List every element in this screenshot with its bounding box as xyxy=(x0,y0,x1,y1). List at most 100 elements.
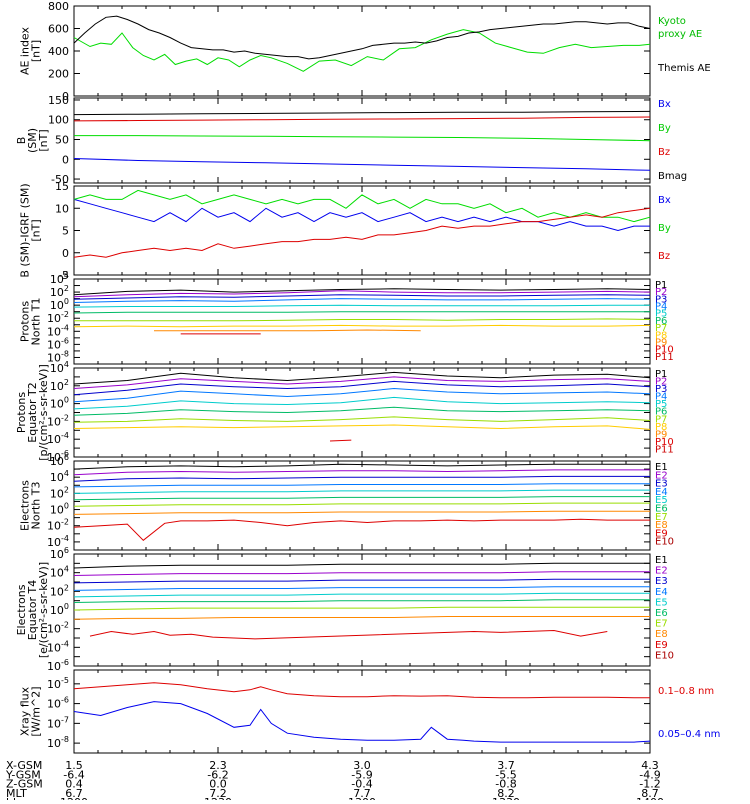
legend-xray-short: 0.05–0.4 nm xyxy=(658,729,720,740)
y-tick-label: 102 xyxy=(50,583,69,598)
series-p6-line xyxy=(73,311,650,314)
legend-p1: P1 xyxy=(655,280,667,291)
series-p5-line xyxy=(73,396,651,410)
y-axis-label: Protons xyxy=(15,392,28,433)
legend-p5: P5 xyxy=(655,309,667,320)
ephemeris-value: -6.4 xyxy=(63,768,84,781)
series-e5-line xyxy=(73,592,650,598)
legend-e7: E7 xyxy=(655,619,668,630)
legend-e1: E1 xyxy=(655,555,668,566)
ephemeris-value: -4.9 xyxy=(639,768,660,781)
y-axis-label: B (SM)-IGRF (SM) xyxy=(19,183,32,277)
legend-p4: P4 xyxy=(655,392,667,403)
legend-p2: P2 xyxy=(655,287,667,298)
legend-themis-ae: Themis AE xyxy=(657,63,711,74)
legend-p6: P6 xyxy=(655,316,667,327)
legend-proxy-ae: proxy AE xyxy=(658,29,702,40)
legend-e3: E3 xyxy=(655,576,668,587)
legend-e5: E5 xyxy=(655,495,668,506)
legend-e4: E4 xyxy=(655,587,668,598)
legend-e10: E10 xyxy=(655,537,674,548)
y-axis-label: AE index xyxy=(19,26,32,75)
ephemeris-label: MLT xyxy=(6,787,27,800)
y-tick-label: 10-6 xyxy=(47,658,69,673)
y-axis-label: Equator T4 xyxy=(26,580,39,640)
series-e4-line xyxy=(73,586,650,591)
y-tick-label: 106 xyxy=(50,546,69,561)
ephemeris-value: 0.4 xyxy=(65,778,83,791)
panel-8: 10-8 10-7 10-6 10-5 Xray flux[W/m^2] 0.1–0.8 … xyxy=(19,669,720,754)
legend-bx: Bx xyxy=(658,99,671,110)
y-tick-label: 800 xyxy=(48,0,69,13)
y-axis-label: (SM) xyxy=(26,128,39,153)
series-p7-line xyxy=(74,318,651,322)
series-p2-line xyxy=(73,376,651,389)
series-p8-line xyxy=(73,324,651,328)
legend-p5: P5 xyxy=(655,399,667,410)
legend-by: By xyxy=(658,123,671,134)
y-tick-label: 10-2 xyxy=(47,621,69,636)
panel-2: -50 0 50 100 150 B(SM)[nT] Bx By Bz Bmag xyxy=(15,94,687,186)
y-tick-label: 600 xyxy=(48,23,69,36)
series-e6-line xyxy=(73,496,650,501)
y-axis-label: [p/(cm²-s-sr-keV)] xyxy=(37,364,50,461)
y-tick-label: 10-4 xyxy=(47,639,69,654)
panel-7: 10-6 10-4 10-2 100 102 104 106 ElectronsEquator… xyxy=(15,546,674,673)
ephemeris-value: -6.2 xyxy=(207,768,228,781)
y-axis-label: North T3 xyxy=(30,482,43,530)
legend-e2: E2 xyxy=(655,470,668,481)
series-e3-line xyxy=(73,475,650,482)
y-tick-label: 104 xyxy=(50,360,69,375)
ephemeris-label: Z-GSM xyxy=(6,778,43,791)
series-e2-line xyxy=(73,571,650,576)
legend-e6: E6 xyxy=(655,504,668,515)
y-tick-label: 15 xyxy=(55,180,69,193)
y-axis-label: [e/(cm²-s-sr-keV)] xyxy=(37,562,50,658)
legend-bx: Bx xyxy=(658,195,671,206)
ephemeris-value: 0.0 xyxy=(209,778,227,791)
legend-e6: E6 xyxy=(655,608,668,619)
y-axis-label: Xray flux xyxy=(19,686,32,736)
ephemeris-value: -5.5 xyxy=(495,768,516,781)
series-e1-line xyxy=(73,463,650,470)
legend-p11: P11 xyxy=(655,444,674,455)
series-p1-line xyxy=(73,288,651,296)
y-tick-label: 100 xyxy=(48,114,69,127)
y-axis-label: [W/m^2] xyxy=(30,686,43,736)
series-bz-line xyxy=(73,116,651,122)
series-by-line xyxy=(74,135,651,142)
series-p4-line xyxy=(73,298,651,303)
ephemeris-value: 1300 xyxy=(348,796,376,800)
legend-bz: Bz xyxy=(658,251,670,262)
y-tick-label: 104 xyxy=(50,469,69,484)
y-tick-label: 10-6 xyxy=(47,696,69,711)
y-axis-label: Protons xyxy=(19,301,32,342)
y-axis-label: Equator T2 xyxy=(26,382,39,442)
series-p10-line xyxy=(329,439,352,442)
legend-p1: P1 xyxy=(655,369,667,380)
legend-e9: E9 xyxy=(655,528,668,539)
legend-p2: P2 xyxy=(655,377,667,388)
legend-p8: P8 xyxy=(655,330,667,341)
y-axis-label: [nT] xyxy=(30,40,43,62)
y-tick-label: 200 xyxy=(48,68,69,81)
series-e8-line xyxy=(73,510,650,515)
ephemeris-value: 6.7 xyxy=(65,787,83,800)
legend-p10: P10 xyxy=(655,345,674,356)
series-p7-line xyxy=(73,416,651,423)
y-tick-label: 10-4 xyxy=(47,431,69,446)
panel-frame xyxy=(73,5,651,97)
y-tick-label: 0 xyxy=(62,247,69,260)
y-tick-label: 10-2 xyxy=(47,518,69,533)
legend-e8: E8 xyxy=(655,520,668,531)
ephemeris-value: 4.3 xyxy=(641,759,659,772)
series-e6-line xyxy=(73,599,650,603)
panel-frame xyxy=(73,185,651,276)
y-axis-label: [nT] xyxy=(30,219,43,241)
ephemeris-value: 1330 xyxy=(492,796,520,800)
series-0-05-0-4-nm-line xyxy=(73,701,651,743)
legend-bmag: Bmag xyxy=(658,171,687,182)
